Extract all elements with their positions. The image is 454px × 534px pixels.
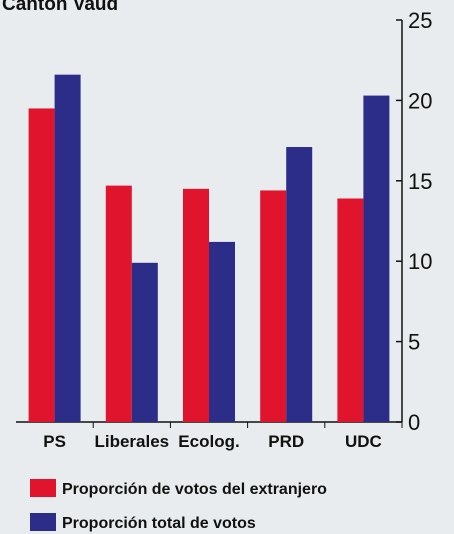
- bar: [260, 190, 287, 422]
- x-tick-label: Ecolog.: [178, 432, 239, 451]
- y-tick-label: 15: [408, 169, 432, 194]
- bar: [209, 241, 235, 422]
- y-tick-label: 25: [408, 8, 432, 33]
- bar: [54, 74, 81, 422]
- legend-swatch: [30, 479, 56, 497]
- bar: [363, 95, 390, 423]
- x-tick-label: Liberales: [94, 432, 169, 451]
- bar: [183, 188, 209, 422]
- x-tick-label: UDC: [345, 432, 382, 451]
- x-tick-label: PRD: [268, 432, 304, 451]
- y-tick-label: 5: [408, 330, 420, 355]
- legend-swatch: [30, 513, 56, 531]
- y-tick-label: 10: [408, 249, 432, 274]
- bar: [131, 262, 158, 422]
- chart-title: Cantón Vaud: [2, 0, 118, 15]
- y-tick-label: 0: [408, 410, 420, 435]
- y-tick-label: 20: [408, 88, 432, 113]
- legend-label: Proporción de votos del extranjero: [62, 481, 327, 498]
- bar: [28, 108, 55, 422]
- x-tick-label: PS: [43, 432, 66, 451]
- legend-label: Proporción total de votos: [62, 515, 256, 532]
- bar: [105, 185, 132, 422]
- bar: [286, 147, 313, 423]
- bar: [337, 198, 364, 422]
